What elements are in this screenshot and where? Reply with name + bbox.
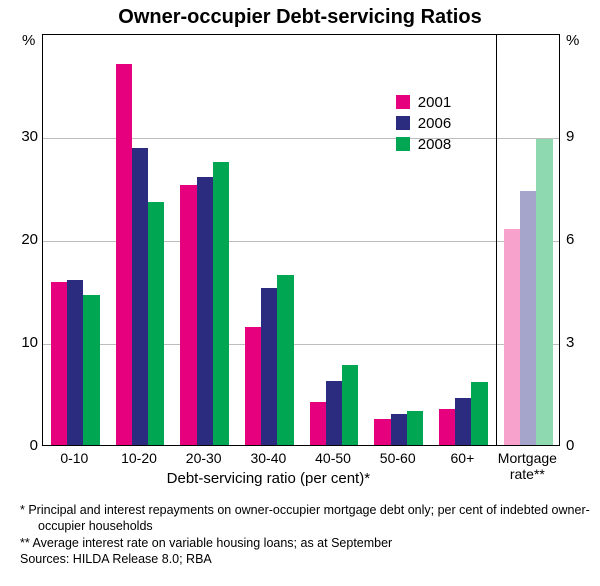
x-category-label: 0-10 [60, 450, 88, 466]
y-left-tick: 30 [4, 128, 38, 145]
legend-swatch [396, 137, 410, 151]
bar [83, 295, 99, 445]
bar [455, 398, 471, 445]
legend-label: 2006 [418, 115, 451, 132]
x-category-label: 60+ [451, 450, 475, 466]
bar [116, 64, 132, 445]
chart-container: Owner-occupier Debt-servicing Ratios2001… [0, 0, 600, 586]
chart-title: Owner-occupier Debt-servicing Ratios [0, 0, 600, 29]
bar [471, 382, 487, 445]
bar [51, 282, 67, 445]
x-category-label: 40-50 [315, 450, 351, 466]
y-left-unit: % [22, 32, 35, 49]
bar [213, 162, 229, 445]
bar [180, 185, 196, 445]
bar [342, 365, 358, 445]
y-left-tick: 20 [4, 231, 38, 248]
bar [148, 202, 164, 445]
y-right-unit: % [566, 32, 579, 49]
bar [374, 419, 390, 445]
x-axis-title: Debt-servicing ratio (per cent)* [42, 470, 495, 487]
x-category-label: 20-30 [186, 450, 222, 466]
y-left-tick: 10 [4, 334, 38, 351]
bar [245, 327, 261, 445]
bar-mortgage-rate [520, 191, 536, 445]
bar-mortgage-rate [536, 139, 552, 445]
y-right-tick: 6 [566, 231, 600, 248]
panel-divider [496, 35, 497, 445]
legend: 2001 2006 2008 [396, 94, 451, 157]
footnotes: * Principal and interest repayments on o… [0, 494, 600, 567]
footnote-line: Sources: HILDA Release 8.0; RBA [20, 551, 600, 567]
plot-area: 2001 2006 2008 [42, 34, 560, 446]
y-right-tick: 0 [566, 437, 600, 454]
y-right-tick: 3 [566, 334, 600, 351]
x-category-label-right: Mortgagerate** [487, 450, 567, 482]
bar [391, 414, 407, 445]
y-right-tick: 9 [566, 128, 600, 145]
bar [407, 411, 423, 445]
legend-label: 2001 [418, 94, 451, 111]
bar [277, 275, 293, 445]
x-category-label: 30-40 [250, 450, 286, 466]
bar [439, 409, 455, 445]
bar [310, 402, 326, 445]
bar [326, 381, 342, 445]
legend-label: 2008 [418, 136, 451, 153]
bar [261, 288, 277, 445]
legend-item: 2006 [396, 115, 451, 132]
legend-swatch [396, 95, 410, 109]
bar [67, 280, 83, 445]
footnote-line: ** Average interest rate on variable hou… [20, 535, 600, 551]
bar [132, 148, 148, 445]
legend-item: 2008 [396, 136, 451, 153]
footnote-line: * Principal and interest repayments on o… [20, 502, 600, 535]
x-category-label: 10-20 [121, 450, 157, 466]
legend-swatch [396, 116, 410, 130]
bar [197, 177, 213, 445]
y-left-tick: 0 [4, 437, 38, 454]
legend-item: 2001 [396, 94, 451, 111]
bar-mortgage-rate [504, 229, 520, 445]
x-category-label: 50-60 [380, 450, 416, 466]
